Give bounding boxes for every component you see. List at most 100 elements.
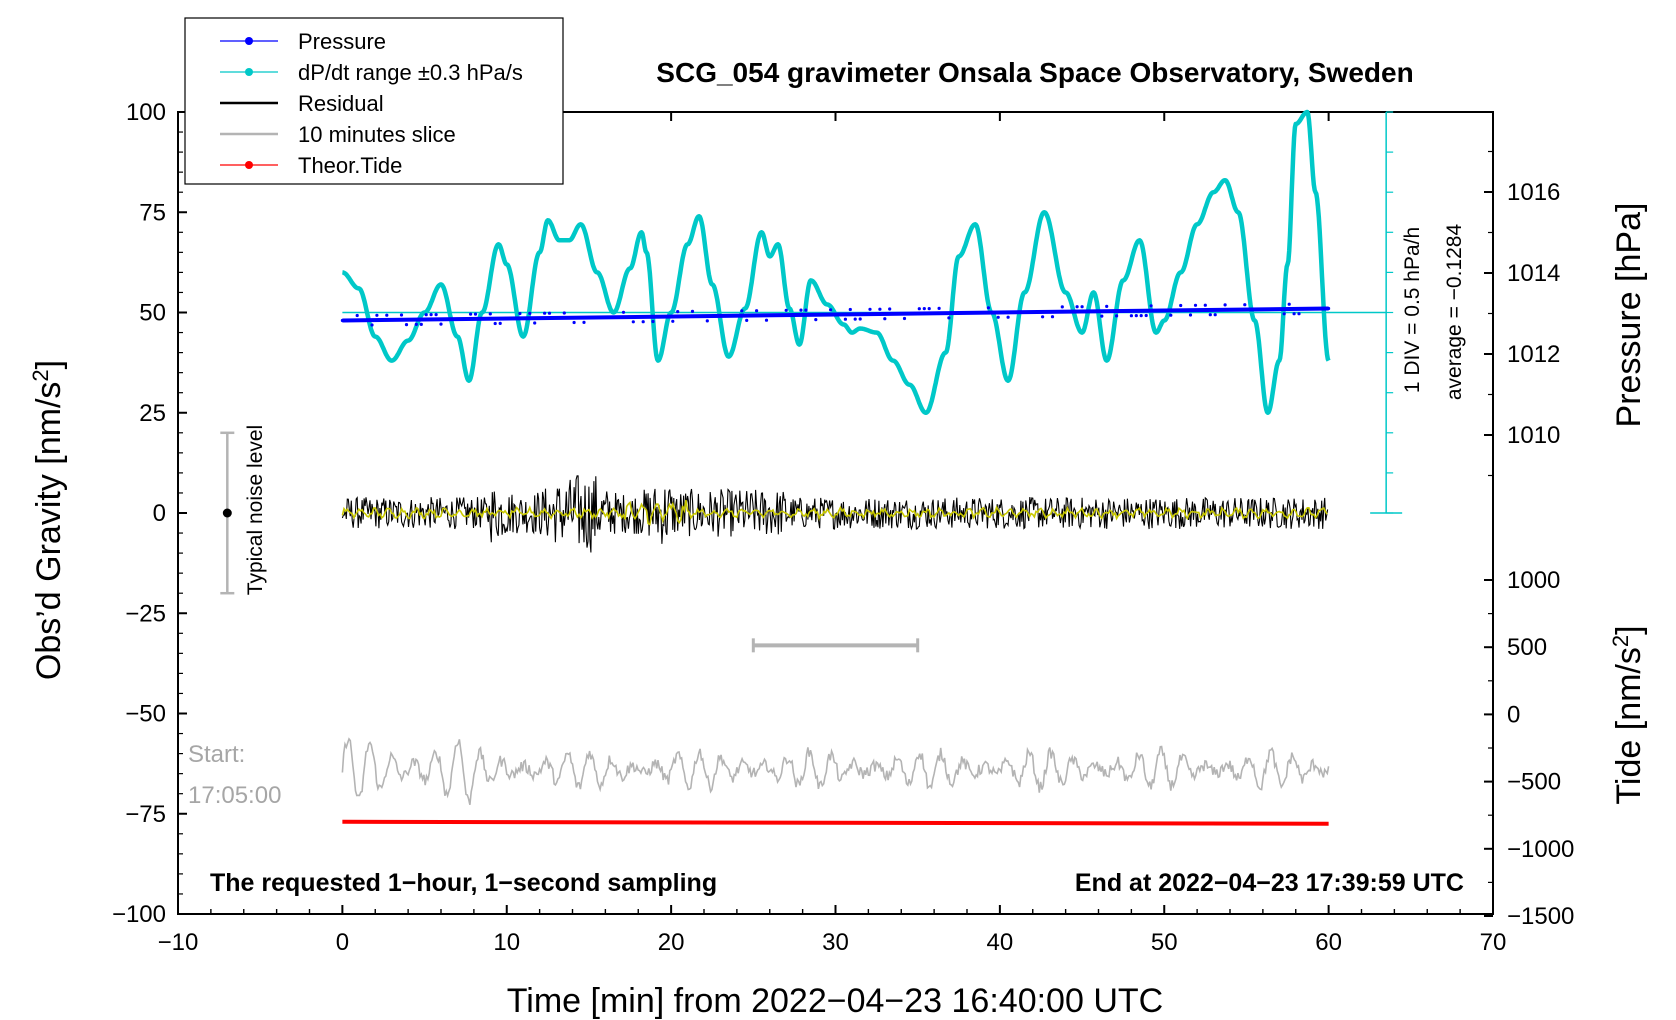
pressure-point <box>700 314 705 318</box>
pressure-point <box>419 322 423 326</box>
pressure-point <box>1154 309 1158 313</box>
x-tick-label: −10 <box>158 929 199 956</box>
y-left-title-main: Obs’d Gravity [nm/s <box>30 382 68 681</box>
x-axis-title: Time [min] from 2022−04−23 16:40:00 UTC <box>507 982 1163 1020</box>
pressure-point <box>661 315 665 319</box>
pressure-point <box>967 311 971 315</box>
pressure-tick-label: 1012 <box>1507 341 1560 368</box>
x-tick-label: 30 <box>822 929 849 956</box>
pressure-point <box>616 315 621 319</box>
pressure-point <box>395 318 399 322</box>
pressure-tick-label: 1010 <box>1507 422 1560 449</box>
legend: Pressure dP/dt range ±0.3 hPa/s Residual 10… <box>184 17 564 185</box>
pressure-point <box>947 316 951 320</box>
pressure-point <box>360 318 364 322</box>
pressure-tick-label: 1016 <box>1507 179 1560 206</box>
pressure-point <box>626 315 631 319</box>
pressure-point <box>340 318 344 323</box>
pressure-point <box>498 321 502 325</box>
pressure-point <box>1203 303 1207 307</box>
pressure-point <box>1095 309 1099 313</box>
pressure-point <box>888 307 892 311</box>
pressure-point <box>715 314 719 318</box>
pressure-point <box>1041 315 1045 319</box>
legend-label: Theor.Tide <box>298 153 402 178</box>
pressure-point <box>1149 304 1153 308</box>
pressure-point <box>863 312 867 316</box>
pressure-point <box>607 315 611 319</box>
pressure-point <box>1297 312 1301 316</box>
series-group <box>220 109 1403 826</box>
pressure-point <box>972 311 976 315</box>
y-tick-label: 100 <box>126 99 166 126</box>
pressure-point <box>843 317 848 321</box>
slice-curve <box>341 737 1330 805</box>
pressure-point <box>902 316 907 321</box>
pressure-point <box>370 323 374 327</box>
pressure-point <box>848 307 852 312</box>
pressure-point <box>1080 305 1084 309</box>
pressure-point <box>794 313 798 317</box>
legend-marker <box>245 37 253 45</box>
tide-line <box>342 819 1329 826</box>
start-label: Start: <box>188 741 245 768</box>
pressure-point <box>365 318 369 322</box>
pressure-point <box>819 313 823 317</box>
pressure-point <box>1218 308 1222 312</box>
pressure-point <box>666 315 670 319</box>
pressure-point <box>434 313 438 317</box>
pressure-point <box>1272 307 1276 311</box>
pressure-point <box>557 316 562 320</box>
pressure-point <box>646 315 650 319</box>
pressure-point <box>1011 310 1015 314</box>
pressure-point <box>898 312 902 316</box>
pressure-point <box>1031 310 1035 314</box>
y-tick-label: −25 <box>125 600 166 627</box>
pressure-point <box>952 311 956 315</box>
pressure-point <box>789 313 793 317</box>
pressure-point <box>1134 314 1138 318</box>
pressure-point <box>621 310 626 314</box>
pressure-point <box>424 313 428 317</box>
pressure-point <box>1277 307 1281 311</box>
pressure-point <box>720 314 724 318</box>
y-tide-title-tail: ] <box>1610 625 1648 634</box>
pressure-point <box>735 314 739 318</box>
pressure-point <box>641 320 645 324</box>
pressure-point <box>523 316 527 320</box>
pressure-point <box>873 312 877 316</box>
tide-tick-label: 1000 <box>1507 567 1560 594</box>
x-tick-label: 20 <box>658 929 685 956</box>
pressure-point <box>829 308 833 312</box>
pressure-point <box>710 314 714 318</box>
pressure-point <box>1223 303 1227 307</box>
y-axis-pressure-title: Pressure [hPa] <box>1610 203 1648 428</box>
pressure-point <box>508 316 512 321</box>
pressure-point <box>473 312 478 316</box>
pressure-point <box>533 321 537 325</box>
pressure-point <box>725 314 729 318</box>
pressure-point <box>385 313 389 317</box>
noise-bar-center <box>222 508 232 518</box>
pressure-point <box>853 317 857 321</box>
pressure-point <box>1036 310 1040 314</box>
residual-smoothed-curve <box>341 499 1328 526</box>
pressure-point <box>1105 304 1109 308</box>
pressure-point <box>750 313 754 318</box>
y-tick-label: −100 <box>112 901 166 928</box>
pressure-point <box>942 311 946 315</box>
pressure-point <box>809 313 813 317</box>
pressure-point <box>833 312 838 317</box>
pressure-tick-label: 1014 <box>1507 260 1560 287</box>
legend-label: Residual <box>298 91 384 116</box>
pressure-point <box>493 321 497 326</box>
pressure-point <box>380 318 384 322</box>
x-tick-label: 50 <box>1151 929 1178 956</box>
x-tick-label: 70 <box>1480 929 1507 956</box>
pressure-point <box>1055 310 1059 314</box>
pressure-point <box>1228 308 1232 312</box>
pressure-point <box>488 312 492 316</box>
y-axis-tide-title: Tide [nm/s2] <box>1608 625 1649 804</box>
y-axis-left: 100 75 50 25 0 −25 −50 −75 −100 <box>112 99 187 928</box>
pressure-point <box>612 315 616 319</box>
